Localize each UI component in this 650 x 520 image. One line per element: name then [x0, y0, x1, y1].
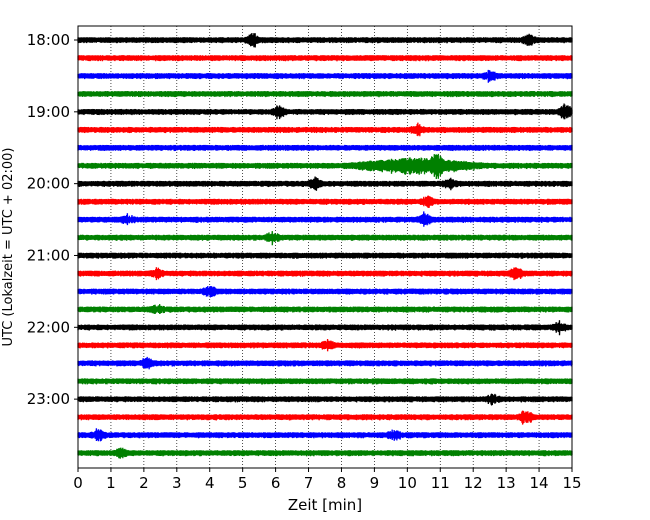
- x-tick-label: 15: [562, 474, 581, 492]
- trace-line: [77, 252, 573, 259]
- trace-line: [77, 103, 573, 120]
- trace-line: [77, 356, 573, 370]
- x-tick-label: 8: [337, 474, 347, 492]
- x-tick-label: 0: [73, 474, 83, 492]
- y-axis-ticks: 18:00 19:00 20:00 21:00 22:00 23:00: [27, 31, 78, 408]
- x-tick-label: 12: [464, 474, 483, 492]
- y-tick-label: 20:00: [27, 175, 70, 193]
- trace-line: [77, 33, 573, 48]
- trace-line: [77, 144, 573, 152]
- trace-series: [77, 33, 573, 459]
- x-tick-label: 13: [497, 474, 516, 492]
- x-tick-label: 2: [139, 474, 149, 492]
- x-tick-label: 4: [205, 474, 215, 492]
- x-tick-label: 5: [238, 474, 248, 492]
- trace-line: [77, 211, 573, 227]
- trace-line: [77, 304, 573, 315]
- trace-line: [77, 195, 573, 208]
- trace-line: [77, 393, 573, 406]
- trace-line: [77, 338, 573, 352]
- x-axis-label: Zeit [min]: [288, 496, 362, 514]
- x-tick-label: 10: [398, 474, 417, 492]
- x-tick-label: 9: [370, 474, 380, 492]
- trace-line: [77, 267, 573, 281]
- trace-line: [77, 447, 573, 459]
- trace-line: [77, 153, 573, 180]
- y-tick-label: 23:00: [27, 390, 70, 408]
- trace-line: [77, 285, 573, 298]
- trace-line: [77, 378, 573, 385]
- y-tick-label: 21:00: [27, 246, 70, 264]
- x-tick-label: 11: [431, 474, 450, 492]
- x-tick-label: 3: [172, 474, 182, 492]
- trace-line: [77, 91, 573, 98]
- y-tick-label: 19:00: [27, 103, 70, 121]
- trace-line: [77, 69, 573, 83]
- trace-line: [77, 231, 573, 246]
- trace-line: [77, 122, 573, 137]
- y-tick-label: 18:00: [27, 31, 70, 49]
- trace-line: [77, 55, 573, 62]
- x-axis-ticks: 0 1 2 3 4 5 6 7 8 9 10 11 12 13 14 15: [73, 468, 582, 492]
- x-tick-label: 14: [530, 474, 549, 492]
- x-tick-label: 7: [304, 474, 314, 492]
- plot-frame: [77, 25, 573, 469]
- trace-line: [77, 410, 573, 425]
- x-tick-label: 1: [106, 474, 116, 492]
- trace-line: [77, 176, 573, 191]
- x-tick-label: 6: [271, 474, 281, 492]
- y-axis-label: UTC (Lokalzeit = UTC + 02:00): [1, 148, 16, 347]
- y-tick-label: 22:00: [27, 318, 70, 336]
- trace-line: [77, 320, 573, 336]
- trace-line: [77, 428, 573, 442]
